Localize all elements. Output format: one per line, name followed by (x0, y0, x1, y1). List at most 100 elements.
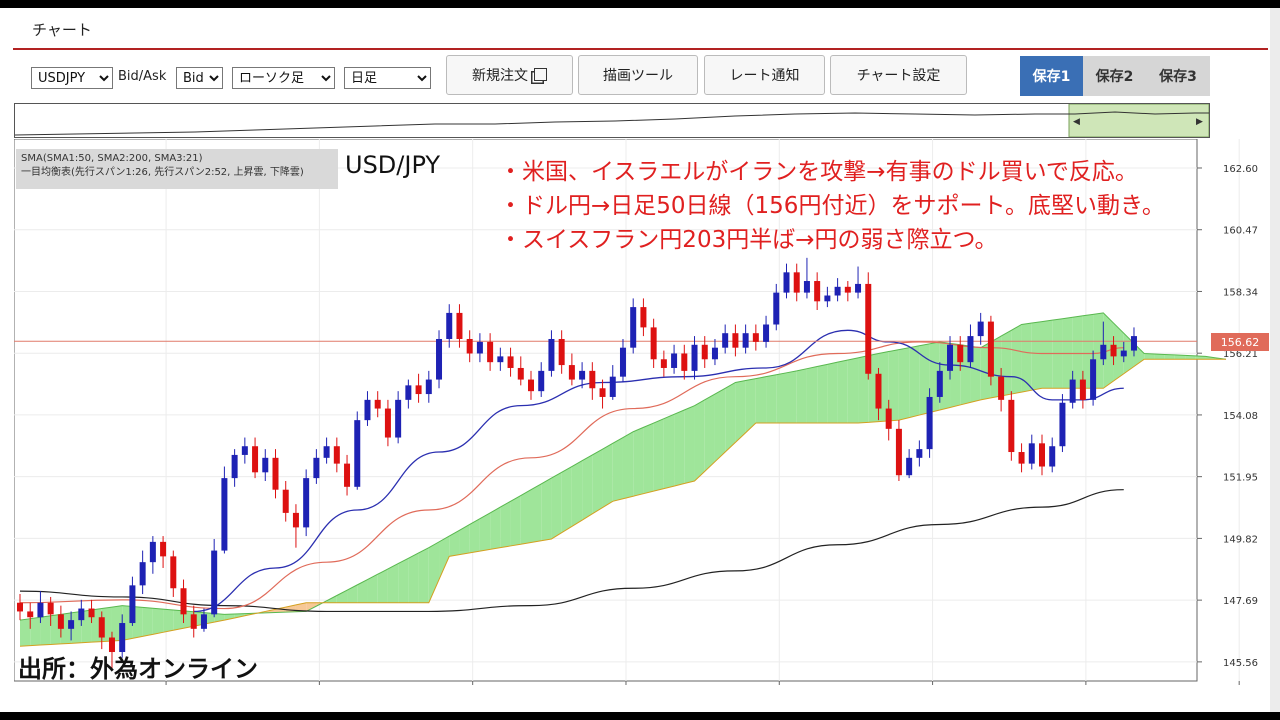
candle-body (711, 347, 718, 360)
candle-body (17, 602, 23, 612)
save-slot-3[interactable]: 保存3 (1146, 56, 1210, 96)
candle-body (200, 614, 207, 629)
candle-body (742, 333, 749, 348)
candle-body (313, 457, 320, 479)
cloud-segment (725, 382, 736, 453)
price-chart[interactable]: 162.60 160.47 158.34 156.21 154.08 151.95 149.… (0, 138, 1268, 700)
y-tick-label: 154.08 (1223, 411, 1258, 422)
candle-body (732, 333, 739, 348)
candle-body (875, 373, 882, 409)
cloud-segment (745, 378, 756, 433)
cloud-segment (888, 349, 899, 421)
popout-icon (534, 67, 547, 81)
candle-body (1120, 350, 1127, 357)
candle-body (384, 408, 391, 438)
candle-body (68, 620, 75, 629)
candle-body (947, 344, 954, 371)
timeframe-select[interactable]: 日足 (344, 67, 431, 89)
candle-body (895, 428, 902, 476)
candle-body (149, 541, 156, 563)
candle-body (568, 365, 575, 380)
cloud-segment (592, 449, 603, 514)
cloud-segment (398, 558, 409, 603)
candle-body (180, 588, 187, 615)
cloud-segment (1021, 323, 1032, 393)
candle-body (640, 307, 647, 328)
cloud-segment (837, 360, 848, 424)
cloud-segment (714, 388, 726, 462)
candle-body (1130, 336, 1137, 351)
candle-body (425, 379, 432, 395)
chart-type-select[interactable]: ローソク足 (232, 67, 335, 89)
cloud-segment (1011, 324, 1022, 395)
cloud-segment (571, 460, 583, 527)
candle-body (671, 353, 678, 368)
candle-body (221, 478, 228, 551)
save-slot-1[interactable]: 保存1 (1020, 56, 1083, 96)
candle-body (47, 602, 54, 615)
candle-body (119, 623, 126, 653)
candle-body (548, 338, 555, 371)
navigator-strip[interactable]: ◀ ▶ (14, 103, 1210, 138)
cloud-segment (490, 507, 501, 550)
cloud-segment (275, 607, 286, 613)
navigator-overview: ◀ ▶ (14, 103, 1210, 138)
candle-body (865, 283, 872, 374)
draw-tool-button[interactable]: 描画ツール (578, 55, 698, 95)
candle-body (415, 385, 422, 395)
save-slot-2[interactable]: 保存2 (1083, 56, 1146, 96)
cloud-segment (30, 617, 41, 646)
candle-body (333, 446, 340, 464)
candle-body (783, 272, 790, 293)
rate-alert-button[interactable]: レート通知 (704, 55, 825, 95)
candle-body (589, 370, 596, 389)
candle-body (916, 449, 923, 458)
cloud-segment (694, 399, 705, 482)
cloud-segment (684, 405, 695, 484)
candle-body (241, 446, 248, 455)
chart-area[interactable]: 162.60 160.47 158.34 156.21 154.08 151.95 149.… (0, 138, 1269, 700)
symbol-select[interactable]: USDJPY (31, 67, 113, 89)
candle-body (763, 324, 770, 342)
senkou-span-2 (19, 358, 1226, 647)
cloud-segment (163, 609, 174, 633)
cloud-segment (295, 602, 307, 612)
cloud-segment (827, 362, 838, 424)
senkou-span-1 (19, 312, 1227, 621)
candle-body (650, 327, 657, 360)
candle-body (37, 602, 44, 618)
cloud-segment (357, 579, 368, 603)
cloud-segment (663, 414, 675, 489)
legend-ichimoku: 一目均衡表(先行スパン1:26, 先行スパン2:52, 上昇雲, 下降雲) (21, 167, 304, 178)
candle-body (262, 457, 269, 473)
candle-body (885, 408, 892, 429)
cloud-segment (224, 613, 235, 621)
cloud-segment (20, 618, 31, 647)
navigator-window[interactable] (1068, 103, 1210, 138)
cloud-segment (766, 374, 777, 424)
candle-body (1079, 379, 1086, 400)
new-order-label: 新規注文 (472, 68, 528, 84)
new-order-button[interactable]: 新規注文 (446, 55, 573, 95)
candle-body (27, 611, 34, 618)
cloud-segment (755, 376, 767, 424)
candle-body (323, 446, 330, 458)
cloud-segment (541, 478, 552, 541)
candle-body (814, 281, 821, 302)
cloud-segment (561, 466, 572, 533)
cloud-segment (418, 547, 429, 603)
candle-body (129, 585, 136, 624)
navigator-right-arrow[interactable]: ▶ (1196, 117, 1203, 127)
bidask-select[interactable]: Bid (176, 67, 223, 89)
chart-panel: チャート USDJPY Bid/Ask Bid ローソク足 日足 新規注文 描画… (0, 8, 1270, 712)
cloud-segment (643, 423, 654, 494)
panel-title: チャート (32, 21, 92, 39)
candle-body (579, 370, 586, 380)
chart-settings-button[interactable]: チャート設定 (830, 55, 967, 95)
candle-body (681, 353, 688, 371)
sma50-line (19, 341, 1124, 610)
navigator-left-arrow[interactable]: ◀ (1073, 117, 1080, 127)
cloud-segment (796, 368, 807, 424)
candle-body (1110, 344, 1117, 357)
source-label: 出所：外為オンライン (18, 655, 258, 683)
